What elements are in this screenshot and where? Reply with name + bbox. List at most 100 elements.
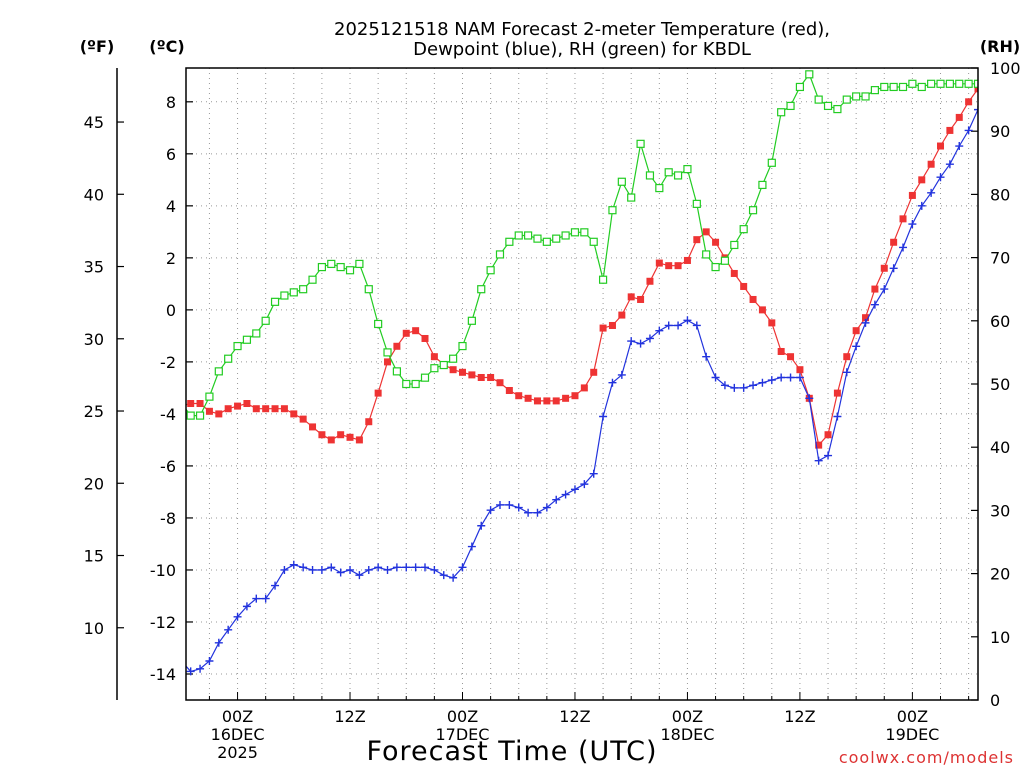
temperature-point	[562, 394, 570, 402]
temperature-point	[196, 400, 204, 408]
temperature-point	[843, 353, 851, 361]
rh-point	[608, 206, 617, 215]
dewpoint-point	[495, 500, 504, 509]
temperature-point	[618, 311, 626, 319]
celsius-tick-label: 4	[166, 197, 176, 216]
temperature-point	[927, 160, 935, 168]
rh-point	[964, 79, 973, 88]
temperature-point	[937, 142, 945, 150]
dewpoint-point	[683, 316, 692, 325]
x-tick-label: 16DEC	[211, 725, 265, 744]
rh-point	[655, 183, 664, 193]
x-tick-label: 17DEC	[436, 725, 490, 744]
dewpoint-series	[186, 105, 978, 676]
fahrenheit-tick-label: 40	[84, 185, 104, 204]
rh-tick-label: 30	[990, 501, 1010, 520]
temperature-point	[346, 433, 354, 441]
x-tick-label: 12Z	[334, 707, 365, 726]
temperature-point	[590, 368, 598, 376]
dewpoint-point	[336, 568, 345, 577]
dewpoint-point	[561, 490, 570, 499]
celsius-tick-label: -6	[160, 457, 176, 476]
dewpoint-point	[252, 594, 261, 603]
fahrenheit-tick-label: 15	[84, 547, 104, 566]
temperature-point	[965, 98, 973, 106]
celsius-tick-label: 0	[166, 301, 176, 320]
rh-point	[345, 266, 355, 275]
temperature-point	[571, 392, 579, 400]
temperature-point	[824, 431, 832, 439]
dewpoint-point	[758, 378, 767, 387]
celsius-unit-label: (ºC)	[149, 37, 184, 56]
x-tick-label: 00Z	[897, 707, 928, 726]
temperature-point	[252, 405, 260, 413]
rh-point	[683, 165, 692, 174]
temperature-point	[524, 394, 532, 402]
rh-point	[730, 240, 739, 250]
celsius-tick-label: 6	[166, 145, 176, 164]
dewpoint-point	[402, 563, 411, 572]
temperature-point	[224, 405, 232, 413]
rh-point	[411, 379, 420, 389]
dewpoint-point	[242, 602, 251, 611]
temperature-point	[796, 366, 804, 374]
dewpoint-point	[974, 105, 978, 114]
fahrenheit-tick-label: 35	[84, 258, 104, 277]
temperature-point	[712, 238, 720, 246]
rh-point	[898, 82, 908, 92]
rh-point	[833, 104, 842, 114]
rh-point	[617, 177, 626, 186]
dewpoint-point	[477, 521, 486, 530]
temperature-point	[674, 262, 682, 270]
rh-point	[767, 158, 776, 167]
temperature-point	[243, 400, 251, 408]
dewpoint-point	[655, 326, 664, 335]
dewpoint-point	[889, 264, 898, 273]
rh-point	[224, 354, 233, 363]
temperature-point	[543, 397, 551, 405]
temperature-point	[365, 418, 373, 426]
rh-point	[936, 79, 945, 88]
rh-tick-label: 90	[990, 122, 1010, 141]
rh-point	[439, 360, 448, 370]
temperature-point	[918, 176, 926, 184]
temperature-point	[309, 423, 317, 431]
rh-point	[195, 411, 205, 420]
dewpoint-point	[224, 625, 233, 634]
rh-point	[533, 234, 542, 243]
dewpoint-point	[186, 667, 195, 676]
temperature-point	[290, 410, 298, 418]
dewpoint-point	[299, 563, 308, 572]
dewpoint-point	[814, 456, 823, 465]
rh-point	[252, 329, 261, 338]
dewpoint-point	[945, 160, 954, 169]
rh-point	[955, 79, 964, 88]
celsius-tick-label: -12	[150, 613, 176, 632]
rh-point	[317, 262, 327, 272]
rh-point	[327, 259, 336, 269]
rh-point	[308, 275, 317, 284]
rh-tick-label: 40	[990, 438, 1010, 457]
x-tick-label: 00Z	[447, 707, 478, 726]
rh-point	[420, 373, 430, 382]
temperature-point	[646, 277, 654, 285]
rh-point	[636, 139, 645, 148]
rh-point	[748, 206, 758, 215]
temperature-point	[852, 327, 860, 335]
temperature-point	[234, 402, 242, 410]
dewpoint-point	[824, 451, 833, 460]
rh-point	[186, 411, 195, 420]
fahrenheit-tick-label: 45	[84, 113, 104, 132]
dewpoint-point	[674, 321, 683, 330]
celsius-tick-label: -8	[160, 509, 176, 528]
dewpoint-point	[899, 243, 908, 252]
rh-point	[627, 193, 636, 202]
rh-point	[383, 348, 392, 357]
rh-point	[561, 231, 570, 240]
dewpoint-point	[439, 571, 448, 580]
temperature-point	[552, 397, 560, 405]
dewpoint-point	[880, 285, 889, 294]
rh-point	[739, 225, 748, 234]
temperature-point	[580, 384, 588, 392]
